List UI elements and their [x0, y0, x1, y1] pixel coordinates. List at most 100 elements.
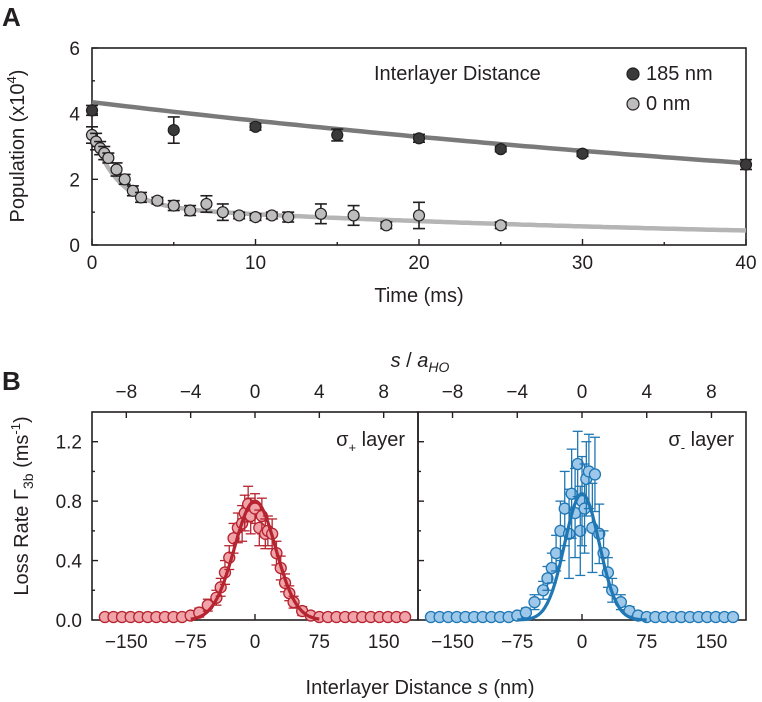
panel-b-x-tick-label-1: −75: [175, 632, 207, 653]
panel-a-x-tick-label-0: 0: [87, 253, 98, 274]
panel-a-data-points: [85, 104, 753, 232]
panel-a-point-0nm: [494, 219, 507, 232]
panel-b-point: [541, 565, 554, 591]
panel-a-point-0nm: [118, 173, 131, 186]
panel-b-left-data-points: [98, 485, 412, 624]
panel-b-x-tick-label-2: 0: [250, 632, 261, 653]
panel-b-top-tick-label-0: −8: [442, 382, 464, 403]
panel-a-y-tick-label-3: 6: [69, 39, 80, 60]
panel-b-point: [701, 610, 714, 624]
panel-a-x-axis-label: Time (ms): [374, 285, 463, 307]
panel-a-y-tick-label-1: 2: [69, 170, 80, 191]
panel-a-point-0nm: [265, 209, 278, 222]
x-label-main: Interlayer Distance: [306, 677, 478, 699]
panel-a-x-ticks: 0 10 20 30 40: [87, 239, 757, 274]
panel-b-y-axis-label: Loss Rate Γ3b (ms-1): [8, 416, 36, 595]
panel-a-point-0nm: [380, 219, 393, 232]
sigma-plus-sub: +: [349, 440, 357, 455]
panel-b-y-label-exponent: -1: [8, 423, 23, 435]
panel-a-y-axis-label: Population (x104): [4, 70, 29, 223]
panel-a-point-0nm: [200, 194, 213, 213]
panel-b-top-tick-label-1: −4: [180, 382, 202, 403]
panel-b-top-tick-label-2: 0: [250, 382, 261, 403]
legend-title: Interlayer Distance: [374, 63, 541, 85]
panel-b-y-tick-label-1: 0.4: [56, 552, 83, 573]
panel-a-point-185nm: [576, 147, 589, 160]
panel-a-point-185nm: [331, 128, 344, 142]
panel-a: 0 10 20 30 40 0 2 4 6 Time (ms) Population (x10…: [4, 39, 757, 307]
panel-a-point-185nm: [249, 120, 262, 133]
panel-b-point: [726, 610, 740, 624]
sigma-minus-symbol: σ: [668, 429, 681, 451]
panel-b-point: [398, 610, 412, 624]
panel-b-y-label-sub: 3b: [20, 473, 36, 489]
panel-a-point-0nm: [216, 203, 229, 222]
panel-b-x-tick-label-0: −150: [431, 632, 474, 653]
top-label-s: s: [391, 350, 401, 372]
panel-b-label: B: [2, 366, 21, 396]
panel-b-point: [519, 606, 533, 619]
panel-b-point: [558, 470, 571, 547]
panel-b-point: [582, 433, 596, 510]
panel-b-right-fit-curve: [517, 492, 647, 622]
panel-b-right-ticks: −150 −75 0 75 150 −8 −4 0 4 8: [418, 382, 727, 653]
panel-a-point-0nm: [134, 191, 148, 204]
panel-b-y-label-main: Loss Rate Γ: [11, 489, 33, 596]
panel-b-point: [657, 610, 671, 624]
panel-b-left: −150 −75 0 75 150 −8 −4 0 4 8 0.0 0.4 0.8 1.2 σ+ laye…: [56, 382, 419, 653]
panel-b-x-tick-label-0: −150: [105, 632, 148, 653]
panel-a-point-185nm: [167, 116, 180, 145]
panel-a-y-tick-label-0: 0: [69, 236, 80, 257]
panel-b-top-tick-label-3: 4: [641, 382, 652, 403]
panel-b-point: [330, 610, 343, 624]
panel-a-x-tick-label-1: 10: [245, 253, 266, 274]
panel-a-point-185nm: [739, 158, 753, 171]
panel-a-point-0nm: [102, 151, 115, 165]
sigma-minus-tail: layer: [685, 429, 734, 451]
panel-a-x-tick-label-3: 30: [572, 253, 593, 274]
top-label-sep: /: [401, 350, 418, 372]
panel-b-point: [356, 610, 369, 624]
panel-a-point-0nm: [314, 203, 327, 225]
panel-b-right-data-points: [424, 430, 740, 624]
panel-a-point-0nm: [151, 194, 164, 207]
panel-a-y-label-tail: ): [7, 70, 29, 77]
panel-a-y-tick-label-2: 4: [69, 105, 80, 126]
panel-a-point-185nm: [494, 143, 507, 156]
panel-a-x-tick-label-2: 20: [408, 253, 429, 274]
panel-b-left-fit-curve: [190, 499, 320, 621]
panel-b-point: [107, 610, 120, 624]
sigma-minus-annotation: σ- layer: [668, 429, 734, 455]
panel-b-top-tick-label-3: 4: [314, 382, 325, 403]
panel-a-legend: Interlayer Distance 185 nm 0 nm: [374, 63, 713, 115]
panel-a-point-185nm: [85, 104, 99, 117]
panel-a-point-0nm: [110, 162, 123, 177]
panel-a-point-0nm: [249, 210, 262, 224]
panel-b-right: −150 −75 0 75 150 −8 −4 0 4 8 σ- layer: [417, 382, 747, 653]
panel-b-point: [493, 610, 507, 624]
panel-a-y-ticks: 0 2 4 6: [69, 39, 98, 257]
x-label-tail: (nm): [488, 677, 535, 699]
panel-b-x-tick-label-1: −75: [501, 632, 533, 653]
top-label-a: a: [417, 350, 428, 372]
panel-b-x-tick-label-3: 75: [309, 632, 330, 653]
sigma-plus-symbol: σ: [336, 429, 349, 451]
panel-b-gaussian-fit: [190, 499, 320, 621]
panel-b-y-tick-label-2: 0.8: [56, 492, 82, 513]
panel-a-point-0nm: [233, 209, 246, 222]
panel-b-point: [528, 594, 541, 611]
panel-a-point-0nm: [126, 184, 139, 197]
panel-b-point: [248, 493, 262, 525]
x-label-italic: s: [478, 677, 488, 699]
panel-b-y-tick-label-0: 0.0: [56, 611, 82, 632]
panel-b-top-axis-label: s / aHO: [391, 350, 450, 375]
panel-a-x-tick-label-4: 40: [735, 253, 756, 274]
panel-b-y-label-unit: (ms: [11, 435, 33, 474]
panel-b-x-tick-label-4: 150: [696, 632, 728, 653]
sigma-plus-annotation: σ+ layer: [336, 429, 405, 455]
top-label-sub: HO: [428, 359, 449, 375]
panel-a-point-0nm: [412, 201, 426, 230]
legend-marker-0nm: [626, 97, 640, 111]
sigma-plus-tail: layer: [356, 429, 405, 451]
